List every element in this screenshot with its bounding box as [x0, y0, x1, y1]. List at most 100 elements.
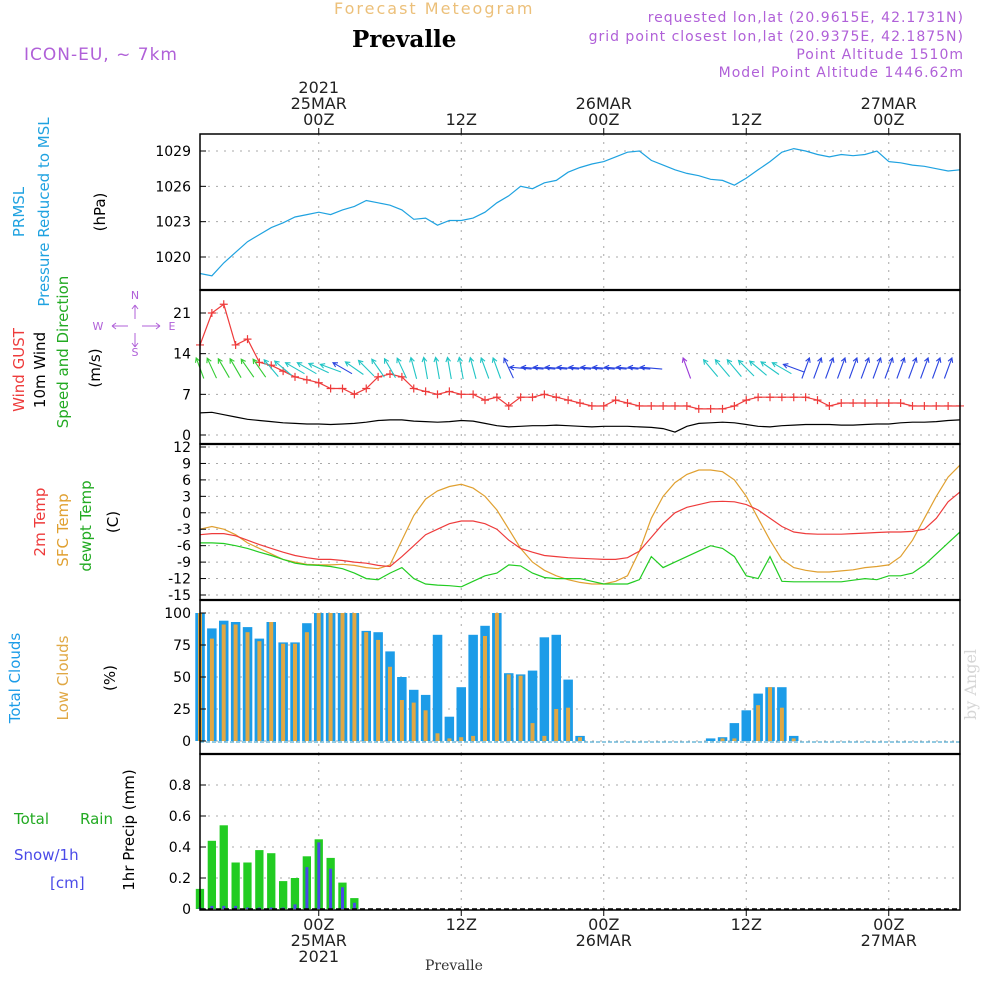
gust-point — [659, 401, 668, 410]
gust-point — [516, 393, 525, 402]
wind-direction-arrow — [714, 358, 731, 377]
total-cloud-bar — [527, 670, 538, 741]
time-label-bottom: 26MAR — [576, 931, 632, 950]
gust-point — [813, 396, 822, 405]
t2m-line — [199, 491, 961, 568]
snow-bar — [234, 905, 238, 909]
wind-direction-arrow — [357, 359, 375, 377]
low-cloud-bar — [411, 702, 416, 741]
time-label-bottom: 12Z — [731, 915, 762, 934]
wind-direction-arrow — [748, 360, 767, 376]
low-cloud-bar — [768, 687, 772, 741]
wind-direction-arrow — [872, 356, 882, 379]
wind-direction-arrow — [556, 364, 580, 371]
wind-tick-label: 21 — [173, 306, 191, 322]
wind-direction-arrow — [296, 362, 317, 375]
total-cloud-bar — [741, 710, 751, 741]
pressure-panel-frame — [199, 133, 961, 291]
low-cloud-bar — [530, 723, 535, 741]
gust-point — [576, 399, 584, 408]
total-cloud-bar — [539, 637, 550, 741]
temperature-tick-label: -6 — [177, 539, 191, 555]
wind-direction-arrow — [726, 358, 742, 377]
gust-point — [825, 401, 834, 410]
time-label-top: 26MAR — [576, 94, 632, 113]
gust-point — [920, 401, 929, 410]
wind-direction-arrow — [782, 363, 805, 373]
wind-direction-arrow — [737, 359, 755, 377]
wind-direction-arrow — [421, 356, 429, 380]
low-cloud-bar — [459, 737, 464, 741]
wind-direction-arrow — [943, 356, 954, 379]
snow-bar — [210, 905, 214, 909]
temperature-tick-label: -15 — [168, 588, 191, 604]
wind-direction-arrow — [217, 357, 230, 378]
model-label: ICON-EU, ~ 7km — [24, 45, 178, 65]
clouds-tick-label: 100 — [164, 606, 191, 622]
wind-direction-arrow — [615, 364, 639, 371]
time-label-top: 12Z — [446, 110, 477, 129]
snow-bar — [341, 887, 344, 909]
wind-direction-arrow — [252, 358, 267, 378]
wind-direction-arrow — [508, 364, 532, 371]
temperature-unit: (C) — [104, 511, 122, 533]
pressure-label-prmsl: PRMSL — [10, 186, 28, 237]
low-cloud-bar — [245, 632, 250, 741]
wind-direction-arrow — [884, 356, 894, 379]
rain-bar — [231, 862, 240, 909]
low-cloud-bar — [281, 643, 286, 741]
low-cloud-bar — [293, 643, 297, 741]
wind-direction-arrow — [760, 361, 780, 375]
gust-point — [789, 393, 798, 402]
wind-tick-label: 7 — [182, 387, 191, 403]
wind-direction-arrow — [396, 357, 407, 379]
gust-point — [374, 372, 383, 381]
low-cloud-bar — [720, 738, 725, 741]
rain-bar — [243, 862, 252, 909]
clouds-unit: (%) — [101, 665, 119, 691]
time-label-bottom: 12Z — [446, 915, 477, 934]
wind-direction-arrow — [825, 356, 835, 379]
precip-snow-unit: [cm] — [50, 874, 85, 892]
precip-panel-frame — [199, 753, 961, 911]
compass-arrows — [111, 304, 161, 348]
time-label-bottom: 00Z — [873, 915, 904, 934]
compass-e: E — [169, 320, 176, 333]
requested-coords: requested lon,lat (20.9615E, 42.1731N) — [647, 10, 964, 26]
wind-direction-arrow — [639, 364, 663, 371]
snow-bar — [222, 905, 226, 909]
wind-direction-arrow — [532, 364, 556, 371]
gust-point — [243, 335, 252, 344]
low-cloud-bar — [304, 632, 309, 741]
pressure-tick-label: 1026 — [155, 179, 191, 195]
dewpt-line — [200, 531, 961, 588]
gust-point — [861, 399, 869, 408]
data-layer — [194, 147, 964, 910]
snow-bar — [329, 868, 333, 909]
snow-bar — [352, 902, 356, 909]
wind-direction-arrow — [848, 356, 859, 379]
gust-point — [932, 401, 941, 410]
gust-point — [504, 401, 513, 410]
precip-rain-label: Rain — [80, 810, 113, 828]
gust-point — [540, 390, 549, 399]
time-label-bottom: 00Z — [303, 915, 334, 934]
temperature-tick-label: 3 — [182, 489, 191, 505]
rain-bar — [207, 840, 216, 909]
pressure-tick-label: 1023 — [155, 215, 191, 231]
time-label-top: 00Z — [873, 110, 904, 129]
gust-point — [777, 393, 786, 402]
wind-direction-arrow — [307, 362, 329, 374]
low-cloud-bar — [542, 735, 547, 741]
low-cloud-bar — [352, 613, 357, 741]
gust-point — [255, 358, 264, 367]
temperature-tick-label: -9 — [177, 555, 191, 571]
gust-point — [291, 372, 299, 381]
low-cloud-bar — [233, 624, 238, 741]
snow-bar — [305, 867, 309, 909]
gust-point — [682, 401, 691, 410]
wind-direction-arrow — [920, 356, 930, 379]
gust-point — [397, 372, 406, 381]
wind-direction-arrow — [284, 362, 305, 375]
